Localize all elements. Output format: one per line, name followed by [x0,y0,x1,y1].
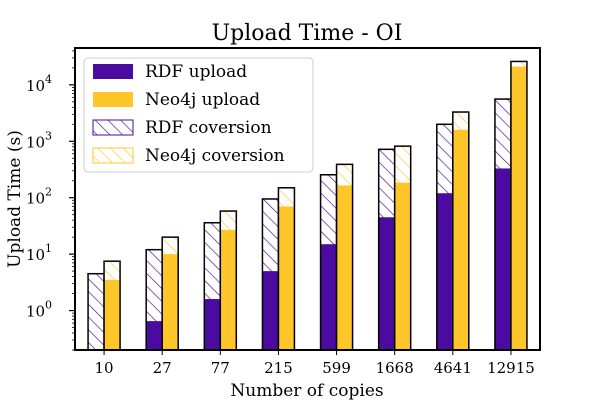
neo4j-upload-bar-1668 [394,182,411,350]
rdf-upload-bar-27 [146,321,163,350]
x-ticks: 10 27 77 215 599 1668 4641 12915 [95,350,535,377]
rdf-upload-bar-77 [204,299,221,350]
neo4j-coversion-swatch [92,147,134,164]
neo4j-upload-bar-4641 [452,129,469,350]
rdf-upload-bar-215 [262,271,279,350]
legend-box [83,57,314,173]
x-tick-label: 27 [153,359,172,377]
rdf-upload-legend-label: RDF upload [145,62,247,82]
rdf-upload-bar-4641 [436,193,453,350]
legend: RDF upload Neo4j upload RDF coversion Neo4j… [83,57,314,173]
neo4j-coversion-legend-label: Neo4j coversion [145,146,285,166]
rdf-coversion-bar-10 [88,273,105,350]
y-tick-label: 100 [26,299,52,321]
neo4j-upload-bar-10 [104,279,121,350]
rdf-upload-bar-1668 [378,217,395,350]
y-tick-label: 104 [26,73,52,95]
chart-title: Upload Time - OI [212,21,403,46]
rdf-coversion-swatch [92,119,134,136]
x-tick-label: 12915 [487,359,535,377]
x-tick-label: 4641 [434,359,472,377]
y-tick-label: 101 [26,242,52,264]
neo4j-upload-swatch [93,92,133,107]
y-tick-label: 103 [26,129,52,151]
neo4j-upload-legend-label: Neo4j upload [145,90,260,110]
rdf-upload-swatch [93,64,133,79]
neo4j-upload-bar-77 [220,229,237,350]
neo4j-upload-bar-27 [162,254,179,350]
x-tick-label: 10 [95,359,114,377]
rdf-coversion-legend-label: RDF coversion [145,118,272,138]
x-tick-label: 215 [264,359,293,377]
y-axis-label: Upload Time (s) [5,130,25,268]
x-axis-label: Number of copies [230,381,383,400]
rdf-upload-bar-12915 [494,168,511,350]
plot-frame [74,47,541,351]
neo4j-upload-bar-599 [336,185,353,350]
x-tick-label: 77 [211,359,230,377]
y-tick-label: 102 [26,186,52,208]
y-ticks: 100 101 102 103 104 [26,50,75,351]
neo4j-upload-bar-215 [278,206,295,350]
bars-layer [87,60,528,351]
x-tick-label: 599 [322,359,351,377]
neo4j-upload-bar-12915 [510,66,527,350]
x-tick-label: 1668 [376,359,414,377]
rdf-upload-bar-599 [320,244,337,350]
